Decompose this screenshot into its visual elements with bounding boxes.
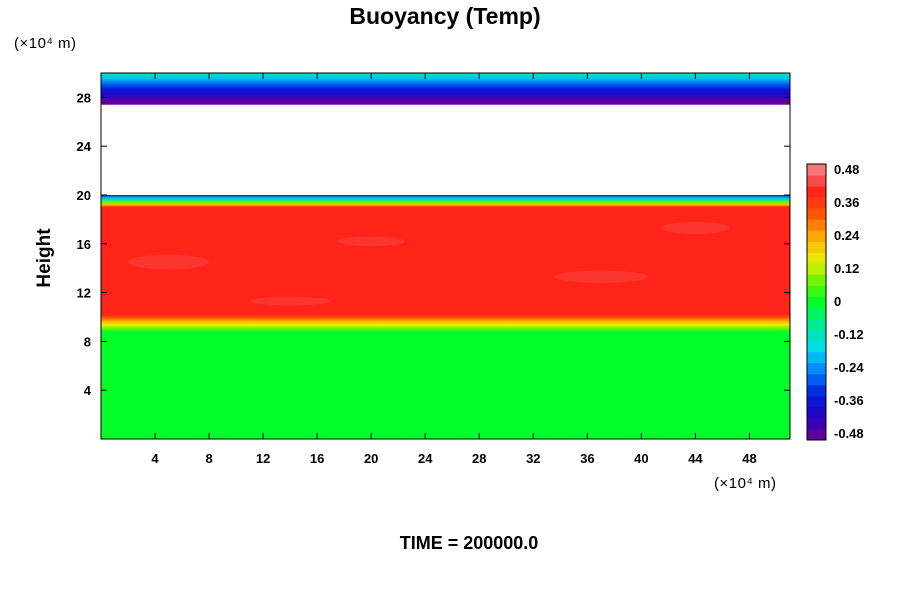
heatmap-patch (128, 254, 210, 270)
colorbar-swatch (807, 428, 826, 441)
colorbar-swatch (807, 318, 826, 331)
colorbar-label: -0.24 (834, 360, 864, 375)
colorbar-swatch (807, 241, 826, 253)
colorbar-swatch (807, 384, 826, 397)
colorbar-swatch (807, 406, 826, 419)
x-tick-label: 12 (256, 451, 270, 466)
x-tick-label: 16 (310, 451, 324, 466)
y-tick-label: 28 (77, 90, 91, 105)
y-tick-label: 20 (77, 188, 91, 203)
heatmap-layer (101, 204, 790, 317)
y-tick-label: 12 (77, 286, 91, 301)
colorbar: 0.48 0.36 0.24 0.12 0 -0.12 -0.24 -0.36 -0.48 (806, 162, 864, 441)
y-tick-label: 24 (77, 139, 92, 154)
colorbar-swatch (807, 340, 826, 353)
plot-border (100, 72, 791, 440)
x-tick-label: 36 (580, 451, 594, 466)
time-label: TIME = 200000.0 (400, 533, 539, 553)
y-axis-label: Height (34, 228, 55, 288)
colorbar-label: 0.12 (834, 261, 859, 276)
colorbar-swatch (807, 219, 826, 231)
x-tick-label: 40 (634, 451, 648, 466)
plot-frame (100, 72, 791, 440)
colorbar-swatch (807, 285, 826, 297)
colorbar-swatch (807, 329, 826, 342)
y-axis-unit: (×10⁴ m) (14, 35, 77, 52)
colorbar-swatch (807, 208, 826, 220)
heatmap-transition-band (101, 195, 790, 208)
x-axis-unit: (×10⁴ m) (714, 475, 777, 492)
x-tick-label: 28 (472, 451, 486, 466)
colorbar-swatch (807, 373, 826, 386)
y-tick-label: 4 (84, 383, 92, 398)
colorbar-swatch (807, 186, 826, 198)
heatmap-layer (101, 329, 790, 439)
colorbar-label: 0.48 (834, 162, 859, 177)
colorbar-swatch (807, 362, 826, 375)
heatmap-layers (101, 73, 790, 439)
colorbar-swatch (807, 351, 826, 364)
x-tick-label: 24 (418, 451, 433, 466)
x-tick-label: 48 (742, 451, 756, 466)
colorbar-swatch (807, 197, 826, 209)
colorbar-swatch (807, 164, 826, 176)
colorbar-label: -0.36 (834, 393, 864, 408)
colorbar-border (806, 163, 827, 441)
colorbar-swatch (807, 230, 826, 242)
colorbar-label: 0.24 (834, 228, 860, 243)
colorbar-swatch (807, 252, 826, 264)
x-tick-label: 32 (526, 451, 540, 466)
chart-title: Buoyancy (Temp) (349, 3, 540, 29)
heatmap-transition-band (101, 73, 790, 105)
colorbar-swatch (807, 175, 826, 187)
x-tick-label: 44 (688, 451, 703, 466)
heatmap-patch (249, 296, 331, 306)
colorbar-label: 0.36 (834, 195, 859, 210)
heatmap-patch (553, 270, 649, 283)
colorbar-label: 0 (834, 294, 841, 309)
colorbar-swatch (807, 307, 826, 320)
heatmap-transition-band (101, 314, 790, 332)
colorbar-label: -0.48 (834, 426, 864, 441)
heatmap-patch (337, 236, 405, 247)
x-axis-ticks: 4 8 12 16 20 24 28 32 36 40 44 48 (151, 73, 757, 466)
x-tick-label: 20 (364, 451, 378, 466)
colorbar-swatch (807, 274, 826, 286)
heatmap-patch (661, 221, 730, 235)
y-tick-label: 8 (84, 334, 91, 349)
x-tick-label: 8 (205, 451, 212, 466)
colorbar-swatch (807, 296, 826, 309)
y-tick-label: 16 (77, 237, 91, 252)
x-tick-label: 4 (151, 451, 159, 466)
colorbar-label: -0.12 (834, 327, 864, 342)
colorbar-swatch (807, 263, 826, 275)
y-axis-ticks: 4 8 12 16 20 24 28 (77, 90, 790, 398)
colorbar-swatch (807, 395, 826, 408)
colorbar-swatch (807, 417, 826, 430)
